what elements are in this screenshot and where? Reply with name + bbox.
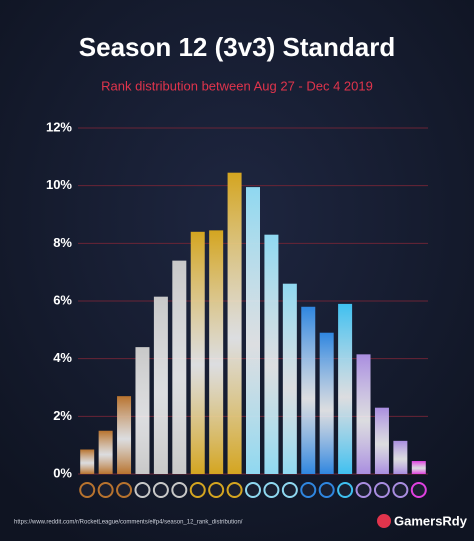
- rank-icon: [171, 482, 188, 498]
- bar: [117, 396, 132, 474]
- bar: [393, 440, 408, 474]
- rank-icon: [134, 482, 151, 498]
- rank-icon: [373, 482, 390, 498]
- rank-icon: [97, 482, 114, 498]
- bar: [319, 332, 334, 474]
- bar: [246, 187, 260, 474]
- rank-icon: [263, 482, 280, 498]
- bar: [80, 449, 95, 474]
- rank-icon: [410, 482, 427, 498]
- rank-icon: [392, 482, 409, 498]
- rank-icon: [152, 482, 169, 498]
- rank-icon: [79, 482, 96, 498]
- bar: [411, 461, 426, 474]
- rank-icon: [208, 482, 225, 498]
- bar: [135, 347, 150, 474]
- bar: [374, 407, 389, 474]
- rank-icon: [245, 482, 261, 498]
- rank-icon: [337, 482, 354, 498]
- rank-icon: [189, 482, 206, 498]
- bar: [338, 303, 353, 474]
- y-tick-label: 6%: [53, 292, 72, 307]
- bar: [153, 296, 168, 474]
- y-tick-label: 10%: [46, 177, 72, 192]
- y-tick-label: 2%: [53, 408, 72, 423]
- chart-title: Season 12 (3v3) Standard: [79, 32, 395, 62]
- chart-subtitle: Rank distribution between Aug 27 - Dec 4…: [101, 78, 373, 93]
- source: https://www.reddit.com/r/RocketLeague/co…: [14, 520, 243, 526]
- bar: [264, 234, 279, 474]
- bar: [209, 230, 224, 474]
- rank-icon: [300, 482, 317, 498]
- logo: GamersRdy: [394, 513, 468, 528]
- bar: [282, 283, 297, 474]
- bar: [301, 306, 316, 474]
- logo-icon: [377, 514, 391, 528]
- rank-icon: [116, 482, 133, 498]
- y-tick-label: 4%: [53, 350, 72, 365]
- bar: [190, 231, 205, 474]
- bar: [98, 430, 113, 474]
- rank-icon: [318, 482, 335, 498]
- rank-icon: [355, 482, 372, 498]
- y-tick-label: 0%: [53, 465, 72, 480]
- bar: [172, 260, 187, 474]
- bar: [356, 354, 371, 474]
- y-tick-label: 8%: [53, 235, 72, 250]
- bar: [227, 172, 242, 475]
- rank-icon: [226, 482, 243, 498]
- y-tick-label: 12%: [46, 119, 72, 134]
- rank-icon: [281, 482, 298, 498]
